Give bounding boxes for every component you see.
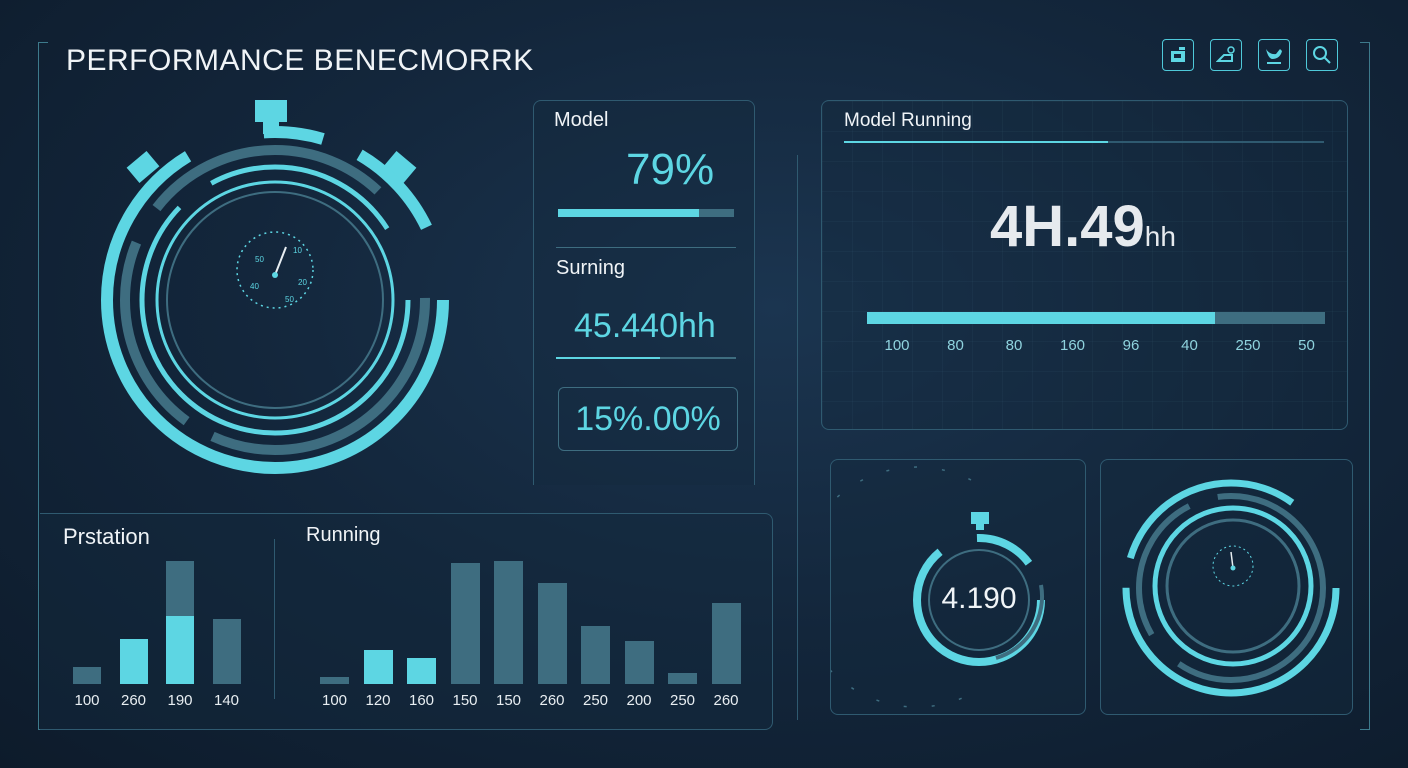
model-running-panel: Model Running 4H.49hh 100 80 80 160 96 40 250 5… <box>821 100 1348 430</box>
x-tick-label: 200 <box>626 692 652 709</box>
bar-highlight <box>119 638 148 684</box>
bar-highlight <box>363 649 393 684</box>
tick-label: 80 <box>947 337 964 354</box>
stopwatch-graphic: 50 10 40 20 50 <box>101 100 449 474</box>
model-card: Model 79% Surning 45.440hh 15%.00% <box>533 100 755 485</box>
bar <box>73 666 101 684</box>
x-tick-label: 120 <box>365 692 391 709</box>
x-tick-label: 260 <box>120 692 147 709</box>
timer-panel: 4.190 <box>830 459 1086 715</box>
dial-label: 50 <box>255 255 264 264</box>
x-tick-label: 150 <box>452 692 478 709</box>
timer-value: 4.190 <box>941 582 1017 615</box>
x-tick-label: 100 <box>74 692 100 709</box>
dial-label: 10 <box>293 246 302 255</box>
bar <box>711 602 741 684</box>
unit: hh <box>1144 221 1176 252</box>
bar <box>668 672 697 684</box>
page-title: PERFORMANCE BENECMORRK <box>66 44 534 77</box>
x-tick-label: 150 <box>495 692 522 709</box>
chart-divider <box>274 539 275 699</box>
x-tick-label: 160 <box>408 692 435 709</box>
frame-right <box>1360 42 1370 730</box>
model-running-label: Model Running <box>844 110 972 131</box>
surning-progress <box>556 357 736 359</box>
surning-value: 45.440hh <box>574 307 716 345</box>
ring-panel <box>1100 459 1353 715</box>
x-tick-label: 250 <box>582 692 609 709</box>
bar <box>320 676 349 684</box>
running-label: Running <box>306 524 381 546</box>
search-icon <box>1313 46 1331 64</box>
gallery-icon <box>1171 47 1185 62</box>
twitter-icon <box>1266 49 1282 64</box>
percent-box: 15%.00% <box>558 387 738 451</box>
tick-label: 100 <box>884 337 910 354</box>
share-button[interactable] <box>1210 39 1242 71</box>
tick-label: 96 <box>1122 337 1140 354</box>
tick-label: 80 <box>1005 337 1023 354</box>
search-button[interactable] <box>1306 39 1338 71</box>
bar <box>581 626 610 684</box>
dial-label: 50 <box>285 295 294 304</box>
tick-label: 250 <box>1235 337 1261 354</box>
toolbar <box>1162 39 1338 71</box>
tick-label: 160 <box>1059 337 1086 354</box>
model-running-value: 4H.49hh <box>990 194 1176 259</box>
bar <box>624 640 654 684</box>
bar <box>212 618 241 684</box>
x-tick-label: 250 <box>669 692 696 709</box>
x-tick-label: 260 <box>713 692 739 709</box>
x-tick-label: 260 <box>539 692 565 709</box>
prstation-label: Prstation <box>63 524 150 549</box>
bar <box>450 563 480 684</box>
surning-label: Surning <box>556 257 625 279</box>
tick-label: 40 <box>1181 337 1198 354</box>
running-chart: 100 120 160 150 150 260 250 200 250 260 <box>310 559 741 709</box>
bar <box>537 583 567 684</box>
charts-panel: Prstation Running 100 260 190 140 100 120 160… <box>40 513 773 730</box>
x-tick-label: 100 <box>321 692 348 709</box>
prstation-chart: 100 260 190 140 <box>60 559 260 709</box>
tick-label: 50 <box>1298 337 1315 354</box>
x-tick-label: 190 <box>167 692 193 709</box>
dial-label: 20 <box>298 278 307 287</box>
bar-highlight <box>407 658 436 684</box>
model-value: 79% <box>626 145 715 194</box>
model-running-progress <box>867 312 1325 324</box>
x-tick-label: 140 <box>213 692 240 709</box>
dial-label: 40 <box>250 282 259 291</box>
model-progress <box>558 209 734 217</box>
timer-graphic <box>831 466 1045 708</box>
gallery-button[interactable] <box>1162 39 1194 71</box>
divider <box>797 155 798 720</box>
model-label: Model <box>554 109 609 131</box>
bar-highlight <box>166 616 194 684</box>
share-icon <box>1216 46 1235 62</box>
twitter-button[interactable] <box>1258 39 1290 71</box>
ring-graphic <box>1122 479 1340 697</box>
bar <box>494 561 523 684</box>
